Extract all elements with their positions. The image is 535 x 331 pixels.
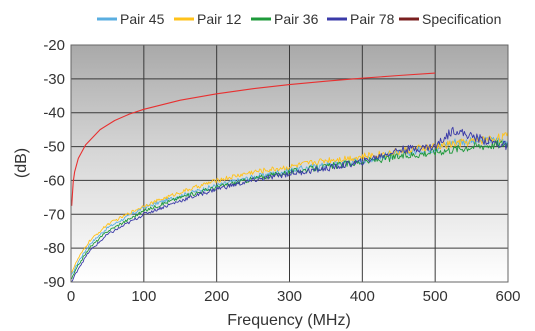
legend: Pair 45 Pair 12 Pair 36 Pair 78 Specificatio… bbox=[97, 11, 501, 27]
legend-label: Pair 36 bbox=[274, 11, 319, 27]
series-line-pair-36 bbox=[71, 139, 508, 280]
x-tick-label: 400 bbox=[350, 288, 375, 305]
legend-label: Pair 45 bbox=[120, 11, 165, 27]
y-tick-label: -70 bbox=[43, 206, 65, 223]
x-tick-label: 600 bbox=[495, 288, 520, 305]
y-tick-label: -20 bbox=[43, 37, 65, 54]
series-line-pair-78 bbox=[71, 126, 508, 282]
plot-border bbox=[70, 44, 509, 283]
x-tick-label: 200 bbox=[204, 288, 229, 305]
y-axis-ticks: -20 -30 -40 -50 -60 -70 -80 -90 bbox=[43, 37, 65, 291]
y-tick-label: -90 bbox=[43, 274, 65, 291]
y-axis-title: (dB) bbox=[13, 148, 30, 178]
legend-label: Pair 78 bbox=[350, 11, 395, 27]
legend-label: Specification bbox=[422, 11, 501, 27]
y-tick-label: -40 bbox=[43, 105, 65, 122]
x-axis-title: Frequency (MHz) bbox=[227, 312, 351, 329]
x-tick-label: 100 bbox=[131, 288, 156, 305]
y-tick-label: -80 bbox=[43, 240, 65, 257]
series-line-specification bbox=[71, 72, 436, 206]
x-axis-ticks: 0 100 200 300 400 500 600 bbox=[67, 288, 521, 305]
y-tick-label: -30 bbox=[43, 71, 65, 88]
legend-label: Pair 12 bbox=[197, 11, 242, 27]
series-lines bbox=[71, 72, 508, 282]
x-tick-label: 500 bbox=[423, 288, 448, 305]
x-tick-label: 300 bbox=[277, 288, 302, 305]
x-tick-label: 0 bbox=[67, 288, 75, 305]
y-tick-label: -60 bbox=[43, 172, 65, 189]
y-tick-label: -50 bbox=[43, 139, 65, 156]
